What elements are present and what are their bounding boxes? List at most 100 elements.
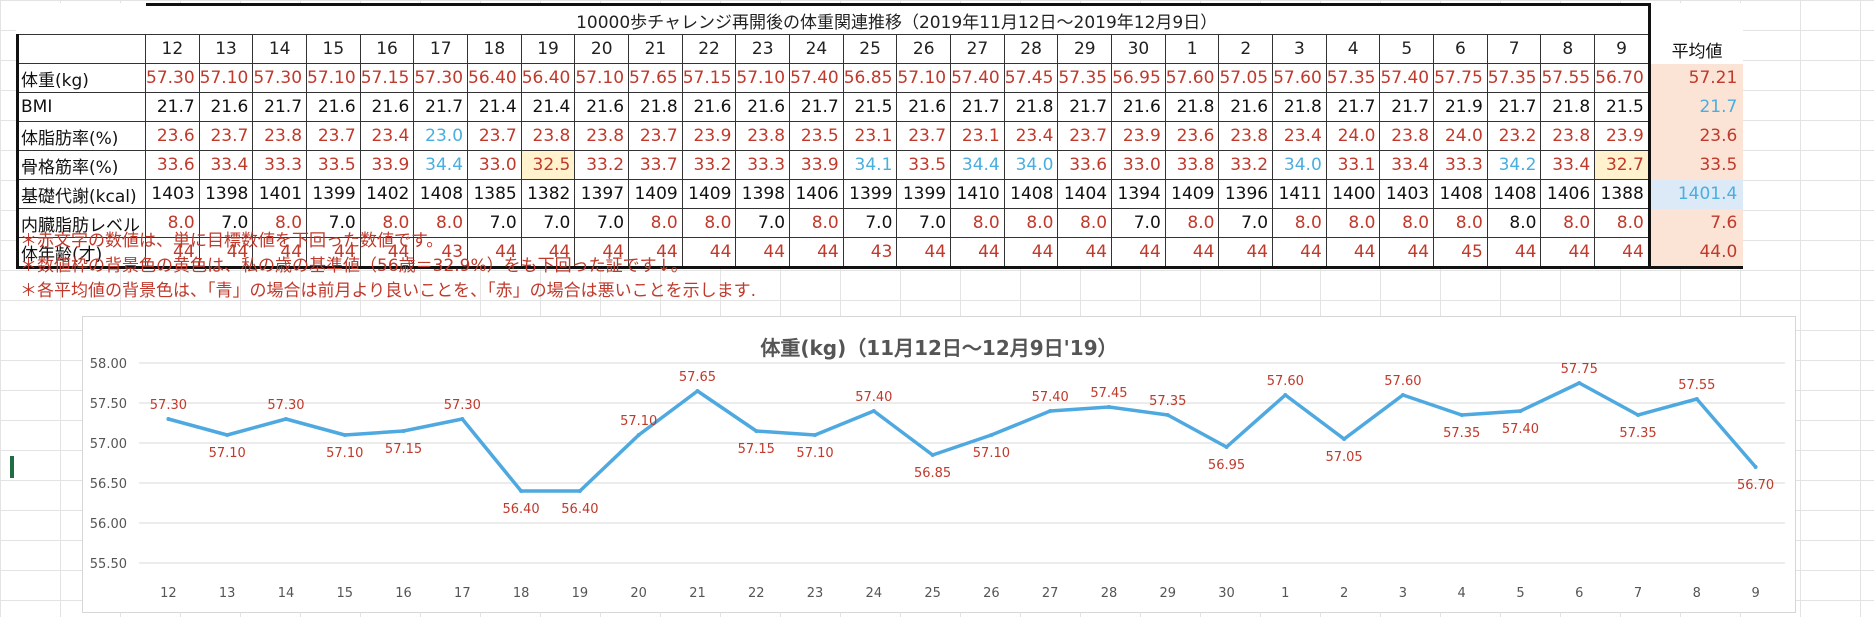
data-cell[interactable]: 21.7 (252, 92, 308, 122)
data-cell[interactable]: 1411 (1272, 179, 1327, 209)
data-cell[interactable]: 57.30 (145, 63, 200, 93)
data-cell[interactable]: 1399 (306, 179, 361, 209)
data-point[interactable] (1283, 393, 1288, 397)
data-cell[interactable]: 8.0 (1433, 208, 1488, 238)
data-cell[interactable]: 21.5 (842, 92, 898, 122)
data-cell[interactable]: 33.5 (306, 150, 361, 180)
data-cell[interactable]: 21.6 (735, 92, 791, 122)
data-point[interactable] (1753, 465, 1758, 469)
data-cell[interactable]: 44 (1540, 237, 1596, 269)
data-cell[interactable]: 56.85 (842, 63, 898, 93)
data-cell[interactable]: 45 (1433, 237, 1488, 269)
data-cell[interactable]: 1385 (467, 179, 522, 209)
data-cell[interactable]: 57.40 (950, 63, 1005, 93)
data-cell[interactable]: 57.60 (1272, 63, 1327, 93)
data-cell[interactable]: 21.6 (306, 92, 361, 122)
data-cell[interactable]: 57.40 (1379, 63, 1435, 93)
data-cell[interactable]: 44 (1057, 237, 1113, 269)
data-cell[interactable]: 21.6 (198, 92, 254, 122)
data-cell[interactable]: 57.35 (1057, 63, 1113, 93)
data-cell[interactable]: 24.0 (1325, 121, 1381, 151)
data-cell[interactable]: 1404 (1057, 179, 1113, 209)
data-cell[interactable]: 44 (145, 237, 200, 269)
data-cell[interactable]: 34.4 (950, 150, 1005, 180)
data-cell[interactable]: 33.3 (252, 150, 308, 180)
data-cell[interactable]: 57.30 (252, 63, 308, 93)
data-cell[interactable]: 23.9 (681, 121, 737, 151)
data-cell[interactable]: 1399 (842, 179, 898, 209)
data-cell[interactable]: 44 (1003, 237, 1059, 269)
data-cell[interactable]: 1409 (1164, 179, 1220, 209)
data-cell[interactable]: 44 (896, 237, 952, 269)
data-cell[interactable]: 8.0 (628, 208, 683, 238)
data-cell[interactable]: 23.8 (1540, 121, 1596, 151)
data-cell[interactable]: 23.4 (1003, 121, 1059, 151)
data-cell[interactable]: 23.4 (1272, 121, 1327, 151)
data-point[interactable] (989, 433, 994, 437)
average-cell[interactable]: 57.21 (1649, 63, 1744, 93)
data-cell[interactable]: 57.10 (574, 63, 630, 93)
data-cell[interactable]: 44 (789, 237, 844, 269)
data-cell[interactable]: 23.6 (1164, 121, 1220, 151)
data-cell[interactable]: 1406 (789, 179, 844, 209)
data-point[interactable] (519, 489, 524, 493)
data-cell[interactable]: 21.7 (950, 92, 1005, 122)
data-cell[interactable]: 33.7 (628, 150, 683, 180)
data-cell[interactable]: 23.5 (789, 121, 844, 151)
average-cell[interactable]: 21.7 (1649, 92, 1744, 122)
data-cell[interactable]: 8.0 (252, 208, 308, 238)
data-cell[interactable]: 44 (1111, 237, 1166, 269)
data-cell[interactable]: 1398 (198, 179, 254, 209)
data-cell[interactable]: 44 (1272, 237, 1327, 269)
data-cell[interactable]: 21.7 (1379, 92, 1435, 122)
data-cell[interactable]: 33.0 (467, 150, 522, 180)
data-cell[interactable]: 7.0 (1218, 208, 1274, 238)
data-cell[interactable]: 33.5 (896, 150, 952, 180)
data-cell[interactable]: 1410 (950, 179, 1005, 209)
data-cell[interactable]: 21.8 (1003, 92, 1059, 122)
data-cell[interactable]: 23.8 (1218, 121, 1274, 151)
data-cell[interactable]: 44 (198, 237, 254, 269)
data-cell[interactable]: 21.4 (520, 92, 576, 122)
data-cell[interactable]: 44 (681, 237, 737, 269)
data-cell[interactable]: 1388 (1594, 179, 1651, 209)
data-cell[interactable]: 57.10 (198, 63, 254, 93)
data-cell[interactable]: 21.6 (359, 92, 415, 122)
data-cell[interactable]: 23.7 (306, 121, 361, 151)
data-point[interactable] (1048, 409, 1053, 413)
data-cell[interactable]: 21.6 (896, 92, 952, 122)
data-cell[interactable]: 23.1 (950, 121, 1005, 151)
data-cell[interactable]: 33.4 (1379, 150, 1435, 180)
data-point[interactable] (1694, 397, 1699, 401)
data-cell[interactable]: 23.2 (1486, 121, 1542, 151)
data-cell[interactable]: 44 (1594, 237, 1651, 269)
data-cell[interactable]: 34.1 (842, 150, 898, 180)
data-point[interactable] (813, 433, 818, 437)
data-cell[interactable]: 1396 (1218, 179, 1274, 209)
data-cell[interactable]: 33.6 (145, 150, 200, 180)
data-point[interactable] (577, 489, 582, 493)
data-cell[interactable]: 21.6 (574, 92, 630, 122)
data-cell[interactable]: 57.40 (789, 63, 844, 93)
data-cell[interactable]: 1406 (1540, 179, 1596, 209)
data-cell[interactable]: 33.8 (1164, 150, 1220, 180)
data-cell[interactable]: 1409 (681, 179, 737, 209)
data-cell[interactable]: 23.7 (198, 121, 254, 151)
data-point[interactable] (1342, 437, 1347, 441)
data-cell[interactable]: 1403 (145, 179, 200, 209)
data-cell[interactable]: 23.6 (145, 121, 200, 151)
data-cell[interactable]: 33.9 (789, 150, 844, 180)
data-cell[interactable]: 23.7 (896, 121, 952, 151)
data-point[interactable] (1459, 413, 1464, 417)
data-cell[interactable]: 57.30 (413, 63, 469, 93)
data-cell[interactable]: 56.40 (520, 63, 576, 93)
data-cell[interactable]: 21.6 (1111, 92, 1166, 122)
data-cell[interactable]: 23.8 (574, 121, 630, 151)
data-cell[interactable]: 23.0 (413, 121, 469, 151)
data-cell[interactable]: 1394 (1111, 179, 1166, 209)
data-cell[interactable]: 44 (359, 237, 415, 269)
data-cell[interactable]: 1408 (1003, 179, 1059, 209)
data-point[interactable] (283, 417, 288, 421)
data-point[interactable] (1518, 409, 1523, 413)
data-cell[interactable]: 57.35 (1486, 63, 1542, 93)
